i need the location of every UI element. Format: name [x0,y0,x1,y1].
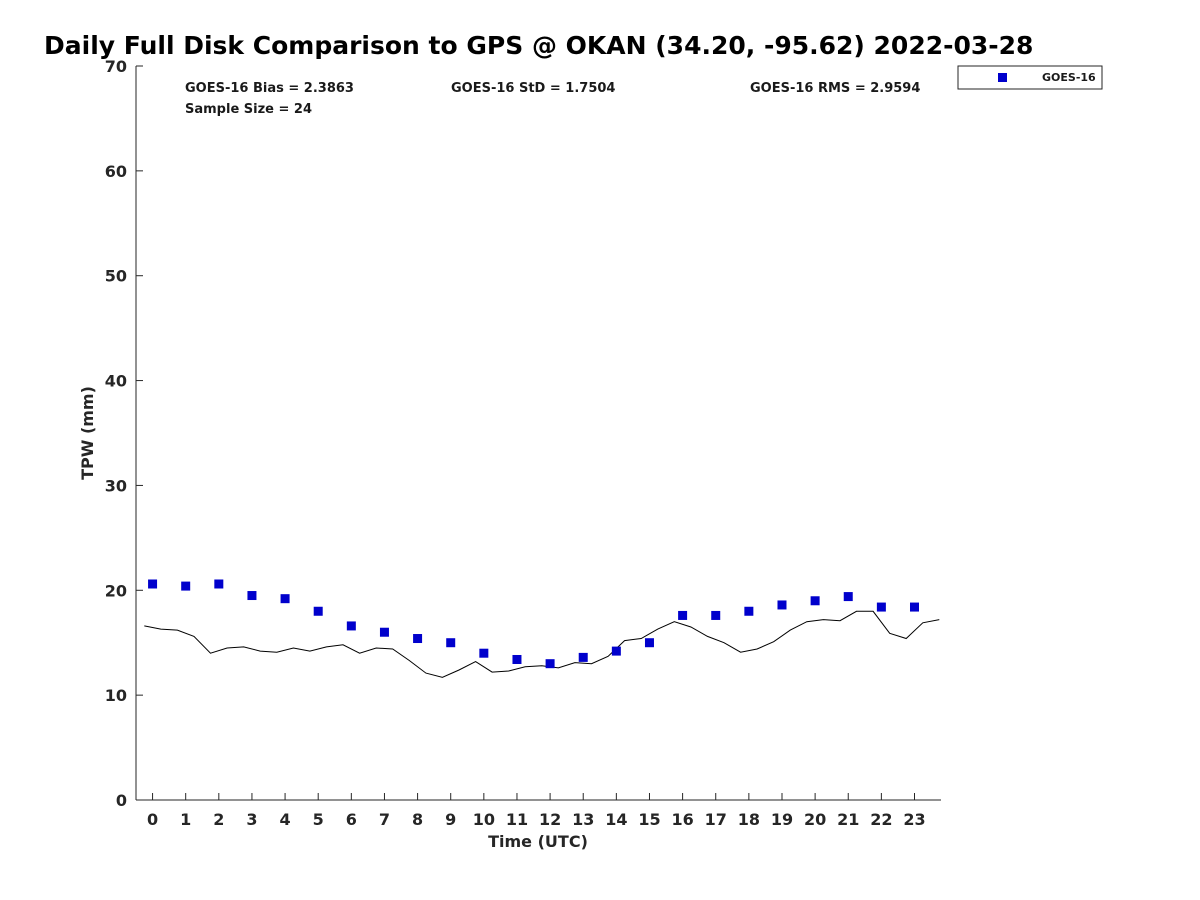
goes16-point [909,602,919,612]
y-axis-label: TPW (mm) [78,386,97,480]
goes16-point [148,579,158,589]
goes16-markers [148,579,919,669]
x-tick-label: 14 [605,810,627,829]
goes16-point [346,621,356,631]
gps-line [144,610,940,678]
goes16-point [810,596,820,606]
y-tick-label: 30 [105,476,127,495]
x-tick-label: 2 [213,810,224,829]
legend-label-goes16: GOES-16 [1042,71,1096,84]
legend: GOES-16 [957,65,1103,90]
goes16-point [644,638,654,648]
x-tick-label: 10 [473,810,495,829]
y-tick-label: 70 [105,57,127,76]
y-tick-label: 20 [105,581,127,600]
legend-swatch-goes16 [998,73,1007,82]
x-tick-label: 11 [506,810,528,829]
y-tick-label: 60 [105,162,127,181]
goes16-point [876,602,886,612]
goes16-point [843,592,853,602]
y-tick-label: 0 [116,791,127,810]
goes16-point [313,606,323,616]
goes16-point [181,581,191,591]
x-tick-label: 6 [346,810,357,829]
goes16-point [678,610,688,620]
x-tick-label: 9 [445,810,456,829]
x-tick-label: 15 [638,810,660,829]
stat-sample-size: Sample Size = 24 [185,102,312,117]
goes16-point [214,579,224,589]
goes16-point [479,648,489,658]
goes16-point [413,634,423,644]
x-tick-label: 17 [705,810,727,829]
y-tick-label: 40 [105,372,127,391]
y-tick-label: 50 [105,267,127,286]
goes16-point [777,600,787,610]
y-ticks: 0 10 20 30 40 50 60 70 [105,57,143,810]
goes16-point [711,610,721,620]
goes16-point [545,659,555,669]
goes16-point [744,606,754,616]
gps-series-line [144,610,940,678]
x-tick-label: 5 [313,810,324,829]
x-tick-label: 1 [180,810,191,829]
x-tick-label: 13 [572,810,594,829]
x-tick-label: 18 [738,810,760,829]
x-tick-label: 4 [280,810,291,829]
x-tick-label: 12 [539,810,561,829]
goes16-point [578,652,588,662]
goes16-point [379,627,389,637]
goes16-point [247,591,257,601]
legend-box [957,65,1103,90]
x-tick-label: 0 [147,810,158,829]
goes16-point [512,654,522,664]
goes16-point [446,638,456,648]
stat-rms: GOES-16 RMS = 2.9594 [750,81,920,96]
x-tick-label: 8 [412,810,423,829]
x-tick-label: 19 [771,810,793,829]
stat-bias: GOES-16 Bias = 2.3863 [185,81,354,96]
x-tick-label: 20 [804,810,826,829]
goes16-point [611,646,621,656]
x-tick-label: 16 [671,810,693,829]
x-ticks: 0 1 2 3 4 5 6 7 8 9 10 11 12 13 14 15 16 17 18 19 20 21 22 23 [147,793,926,829]
chart-title: Daily Full Disk Comparison to GPS @ OKAN… [44,31,1033,60]
x-tick-label: 21 [837,810,859,829]
x-tick-label: 7 [379,810,390,829]
x-axis-label: Time (UTC) [488,832,588,851]
x-tick-label: 3 [246,810,257,829]
x-tick-label: 22 [870,810,892,829]
x-tick-label: 23 [903,810,925,829]
stat-std: GOES-16 StD = 1.7504 [451,81,615,96]
goes16-point [280,594,290,604]
y-tick-label: 10 [105,686,127,705]
